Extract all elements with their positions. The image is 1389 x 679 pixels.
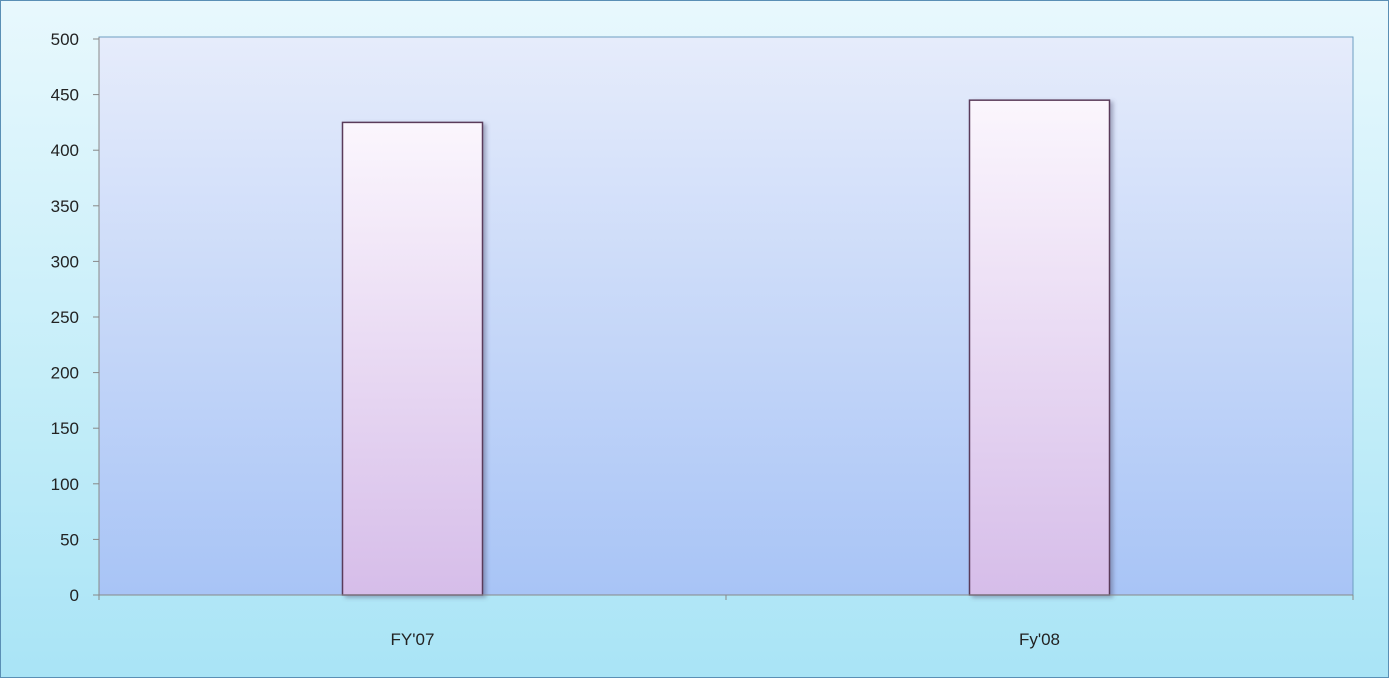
y-tick-label: 200 — [51, 364, 79, 383]
bars — [341, 99, 1111, 596]
y-tick-label: 400 — [51, 141, 79, 160]
y-tick-label: 300 — [51, 252, 79, 271]
bar-2 — [968, 99, 1111, 596]
y-tick-label: 100 — [51, 475, 79, 494]
y-tick-label: 50 — [60, 530, 79, 549]
x-axis: FY'07 Fy'08 — [98, 594, 1354, 649]
y-tick-label: 0 — [70, 586, 79, 605]
x-category-label: Fy'08 — [1019, 630, 1060, 649]
y-tick-label: 150 — [51, 419, 79, 438]
y-tick-label: 450 — [51, 86, 79, 105]
y-tick-label: 500 — [51, 30, 79, 49]
y-tick-label: 250 — [51, 308, 79, 327]
x-category-label: FY'07 — [391, 630, 435, 649]
bar-1 — [341, 121, 484, 596]
y-axis: 0 50 100 150 200 250 300 350 400 450 500 — [51, 30, 100, 605]
y-tick-label: 350 — [51, 197, 79, 216]
plot-area — [98, 36, 1354, 596]
